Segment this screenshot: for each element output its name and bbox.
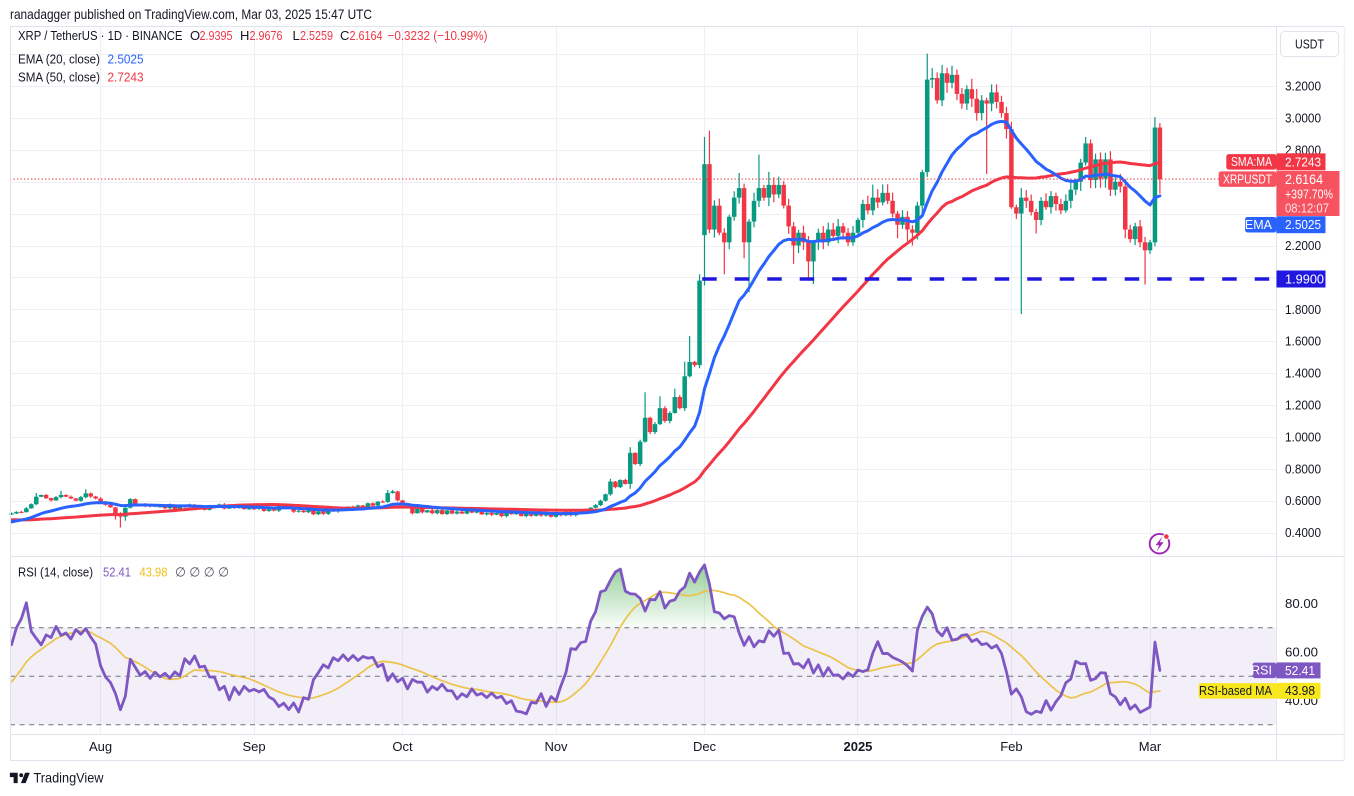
- svg-text:0.6000: 0.6000: [1285, 493, 1321, 508]
- svg-text:43.98: 43.98: [140, 565, 168, 580]
- svg-text:H: H: [240, 28, 249, 43]
- svg-text:2.5025: 2.5025: [108, 51, 144, 66]
- svg-text:0.8000: 0.8000: [1285, 461, 1321, 476]
- svg-text:1.0000: 1.0000: [1285, 429, 1321, 444]
- svg-text:2.5025: 2.5025: [1285, 217, 1321, 232]
- svg-text:EMA (20, close): EMA (20, close): [18, 52, 100, 67]
- svg-text:∅ ∅ ∅ ∅: ∅ ∅ ∅ ∅: [175, 565, 229, 580]
- svg-text:60.00: 60.00: [1285, 645, 1318, 660]
- svg-text:O: O: [190, 28, 200, 43]
- svg-text:SMA (50, close): SMA (50, close): [18, 70, 100, 85]
- svg-text:52.41: 52.41: [1285, 663, 1315, 678]
- svg-text:1.9900: 1.9900: [1285, 271, 1324, 286]
- svg-text:RSI (14, close): RSI (14, close): [18, 565, 93, 580]
- svg-text:Dec: Dec: [693, 739, 717, 754]
- svg-text:Mar: Mar: [1139, 739, 1162, 754]
- svg-text:Aug: Aug: [89, 739, 112, 754]
- svg-text:2025: 2025: [843, 739, 872, 754]
- svg-text:TradingView: TradingView: [34, 770, 105, 786]
- svg-text:USDT: USDT: [1295, 37, 1324, 52]
- svg-text:+397.70%: +397.70%: [1285, 188, 1333, 202]
- svg-text:−0.3232 (−10.99%): −0.3232 (−10.99%): [388, 28, 488, 43]
- svg-text:2.6164: 2.6164: [350, 28, 383, 43]
- svg-text:43.98: 43.98: [1285, 683, 1315, 698]
- svg-text:80.00: 80.00: [1285, 596, 1318, 611]
- svg-text:1.8000: 1.8000: [1285, 302, 1321, 317]
- svg-text:1.6000: 1.6000: [1285, 334, 1321, 349]
- svg-text:RSI: RSI: [1251, 664, 1272, 678]
- svg-text:3.0000: 3.0000: [1285, 110, 1321, 125]
- svg-text:SMA:MA: SMA:MA: [1231, 155, 1273, 169]
- svg-text:2.2000: 2.2000: [1285, 238, 1321, 253]
- svg-text:08:12:07: 08:12:07: [1285, 201, 1329, 215]
- svg-text:Feb: Feb: [1000, 739, 1022, 754]
- svg-text:2.7243: 2.7243: [1285, 154, 1321, 169]
- svg-text:2.7243: 2.7243: [108, 69, 144, 84]
- svg-text:2.6164: 2.6164: [1285, 171, 1323, 187]
- svg-text:2.9676: 2.9676: [250, 28, 283, 43]
- svg-text:52.41: 52.41: [103, 565, 131, 580]
- svg-text:1.4000: 1.4000: [1285, 366, 1321, 381]
- svg-text:ranadagger published on Tradin: ranadagger published on TradingView.com,…: [10, 6, 372, 22]
- svg-text:1.2000: 1.2000: [1285, 398, 1321, 413]
- svg-text:RSI-based MA: RSI-based MA: [1199, 684, 1273, 698]
- svg-text:2.5259: 2.5259: [300, 28, 333, 43]
- svg-text:Sep: Sep: [242, 739, 265, 754]
- svg-text:XRP / TetherUS · 1D · BINANCE: XRP / TetherUS · 1D · BINANCE: [18, 28, 183, 43]
- svg-text:Oct: Oct: [392, 739, 413, 754]
- svg-text:0.4000: 0.4000: [1285, 525, 1321, 540]
- svg-text:EMA: EMA: [1245, 218, 1273, 232]
- svg-text:XRPUSDT: XRPUSDT: [1223, 172, 1272, 186]
- svg-text:Nov: Nov: [544, 739, 568, 754]
- svg-text:C: C: [340, 28, 349, 43]
- svg-text:2.9395: 2.9395: [200, 28, 233, 43]
- svg-text:3.2000: 3.2000: [1285, 79, 1321, 94]
- svg-text:L: L: [293, 28, 300, 43]
